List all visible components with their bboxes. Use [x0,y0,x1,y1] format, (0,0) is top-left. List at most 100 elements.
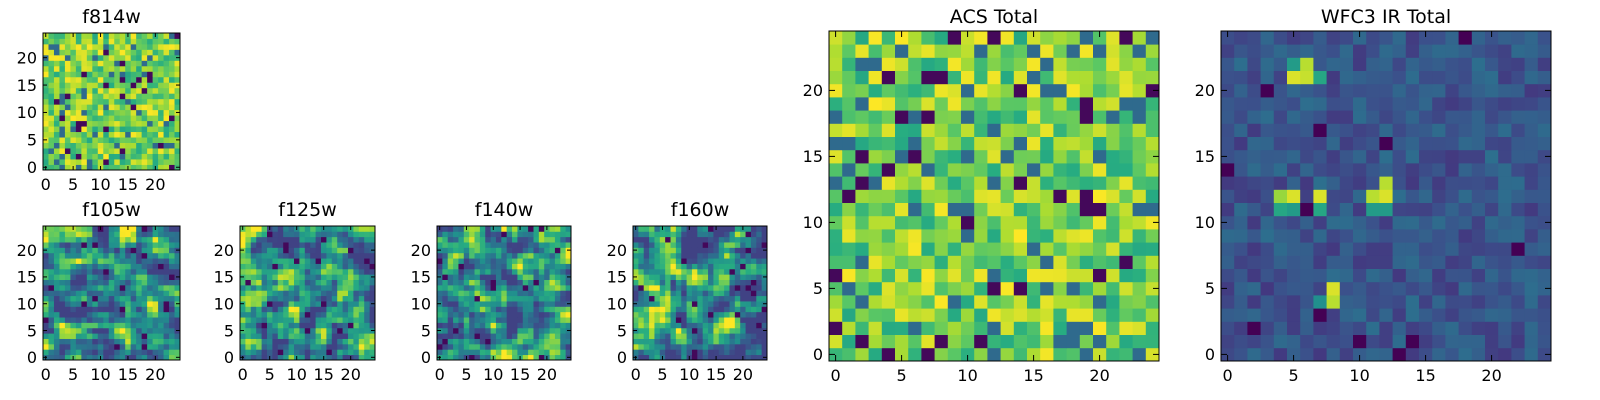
heatmap-cell [533,349,540,356]
heatmap-cell [59,349,66,356]
heatmap-cell [560,354,567,361]
heatmap-cell [718,301,725,307]
x-tick-label: 15 [118,365,138,384]
heatmap-cell [97,115,104,122]
heatmap-cell [75,49,82,56]
heatmap-cell [358,279,365,286]
heatmap-cell [304,333,311,339]
heatmap-cell [337,247,343,254]
heatmap-cell [463,263,470,270]
heatmap-cell [517,268,524,275]
heatmap-cell [53,104,60,111]
heatmap-cell [256,295,262,302]
heatmap-cell [1419,308,1433,322]
heatmap-cell [1458,189,1473,203]
heatmap-cell [43,236,49,243]
heatmap-cell [1247,308,1261,322]
heatmap-cell [310,301,316,307]
heatmap-cell [1339,31,1354,45]
heatmap-cell [921,110,935,124]
heatmap-cell [70,279,77,286]
heatmap-cells-f814w [43,33,181,171]
heatmap-cell [659,290,666,297]
heatmap-cell [75,159,82,165]
heatmap-cell [708,327,714,334]
heatmap-cell [364,301,370,307]
heatmap-cell [1093,308,1107,322]
heatmap-cell [103,268,110,275]
heatmap-cell [272,252,279,259]
heatmap-cell [114,33,121,39]
heatmap-cell [1000,136,1015,151]
heatmap-cell [48,236,55,243]
heatmap-cell [174,268,181,275]
heatmap-cell [141,236,148,243]
x-tick-label: 5 [68,175,78,194]
heatmap-cell [147,252,153,259]
y-tick-label: 15 [17,76,37,95]
heatmap-cell [299,333,306,339]
heatmap-cell [686,242,693,248]
heatmap-cell [1445,83,1459,98]
heatmap-cell [86,142,93,149]
heatmap-cell [163,38,170,45]
heatmap-cell [565,252,572,259]
heatmap-cell [1234,31,1248,45]
heatmap-cell [1405,163,1420,177]
heatmap-cell [1326,70,1341,85]
heatmap-cell [724,290,730,297]
heatmap-cell [158,137,164,143]
heatmap-cell [506,268,513,275]
heatmap-cell [92,322,99,329]
heatmap-cell [544,274,550,280]
heatmap-cell [1221,97,1235,111]
heatmap-cell [64,159,71,165]
heatmap-cell [75,137,82,143]
heatmap-cell [136,343,143,350]
heatmap-cell [855,31,869,45]
heatmap-cell [1260,163,1275,177]
heatmap-cell [1221,136,1235,151]
heatmap-cell [1432,149,1446,164]
heatmap-cell [86,65,93,72]
heatmap-cell [125,322,132,329]
heatmap-cell [447,279,454,286]
heatmap-cell [947,83,962,98]
heatmap-cell [565,338,572,345]
heatmap-cell [174,231,181,238]
heatmap-cell [659,258,666,264]
heatmap-cell [141,159,148,165]
heatmap-cell [261,349,268,356]
heatmap-cell [1119,215,1133,230]
heatmap-cell [544,290,550,297]
heatmap-cell [474,322,481,329]
heatmap-cell [288,247,295,254]
heatmap-cell [348,338,354,345]
heatmap-cell [326,301,333,307]
heatmap-cell [272,322,279,329]
heatmap-cell [86,226,93,232]
heatmap-cell [169,60,175,67]
heatmap-cell [1419,83,1433,98]
heatmap-cell [1366,31,1380,45]
heatmap-cell [158,76,164,83]
heatmap-cell [1260,321,1275,335]
heatmap-cell [75,290,82,297]
heatmap-cell [1326,321,1341,335]
heatmap-cell [1458,31,1473,45]
heatmap-cell [1000,347,1015,362]
heatmap-cell [48,284,55,291]
heatmap-cell [53,54,60,61]
heatmap-cell [549,258,556,264]
heatmap-cell [1079,57,1094,71]
heatmap-cell [1511,229,1525,243]
heatmap-cell [1392,123,1407,137]
heatmap-cell [152,343,159,350]
heatmap-cell [538,343,545,350]
heatmap-cell [437,317,443,323]
heatmap-cell [1273,281,1288,296]
heatmap-cell [245,242,252,248]
heatmap-cell [868,321,883,335]
heatmap-cell [174,263,181,270]
heatmap-cell [125,65,132,72]
